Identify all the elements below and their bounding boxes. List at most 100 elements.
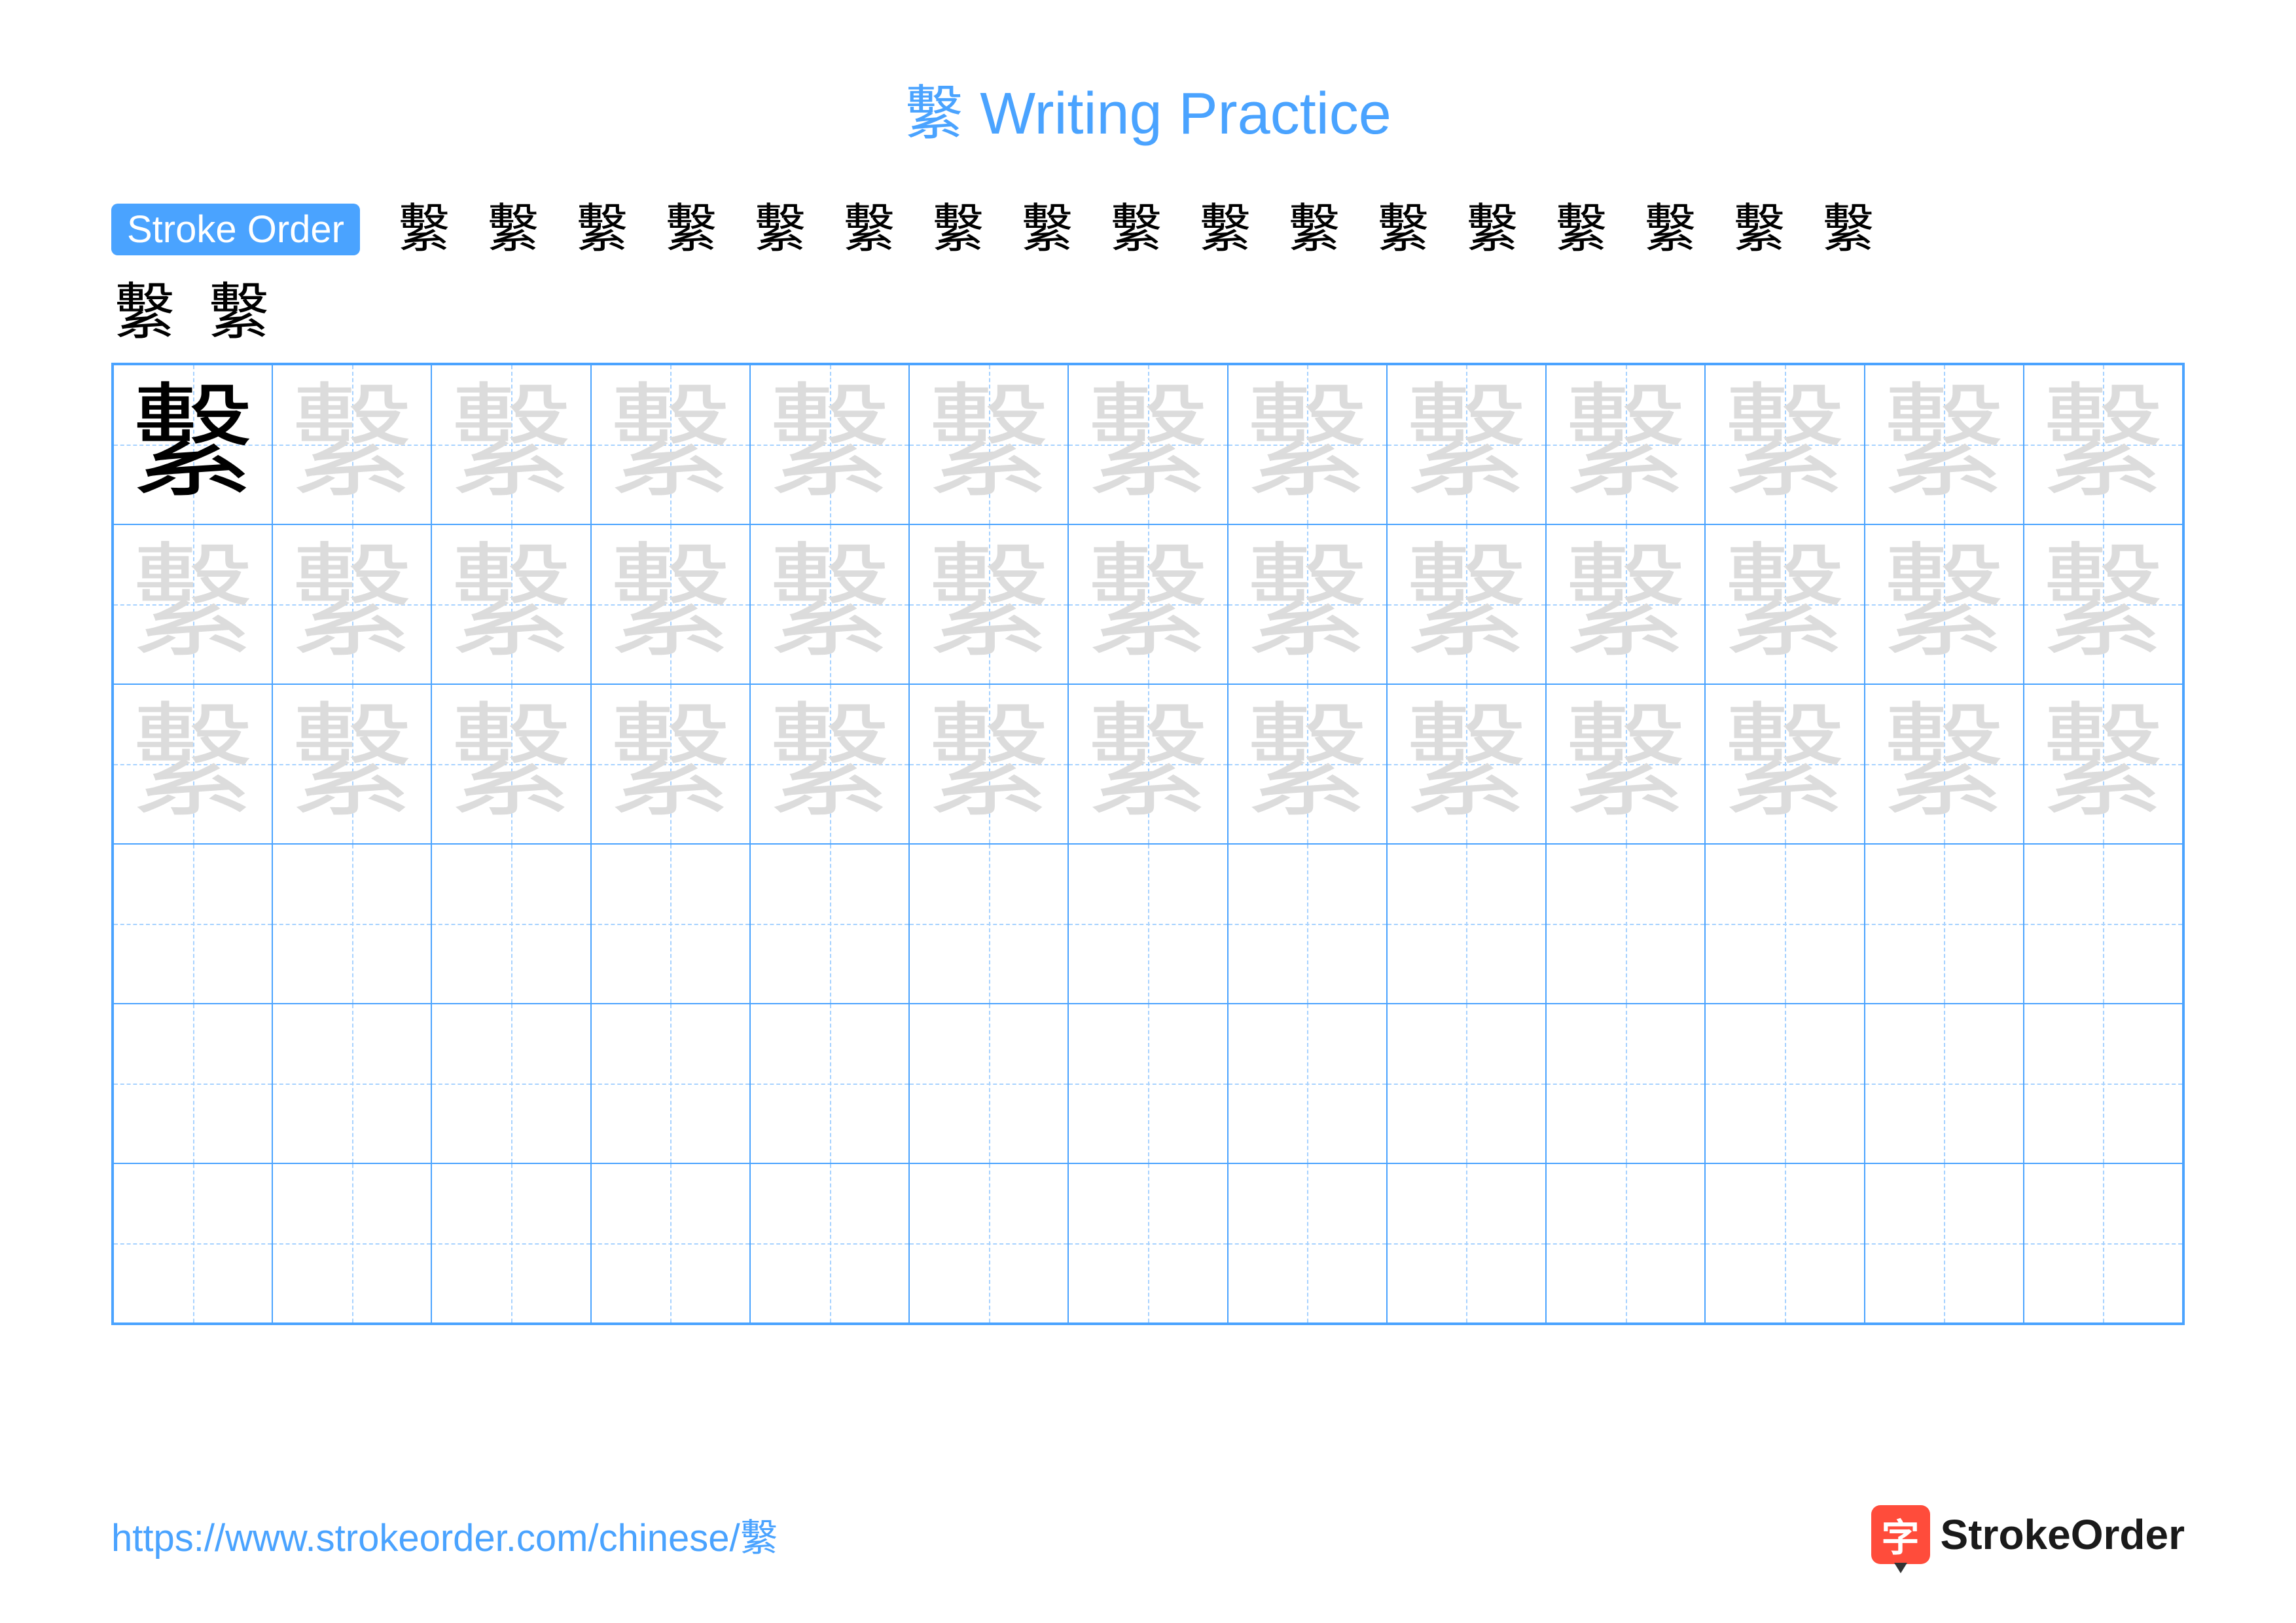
practice-character: 繫 bbox=[927, 382, 1051, 507]
grid-cell: 繫 bbox=[1546, 524, 1705, 684]
logo-icon: 字 bbox=[1871, 1505, 1930, 1564]
grid-cell: 繫 bbox=[1068, 684, 1227, 844]
practice-character: 繫 bbox=[131, 382, 255, 507]
grid-cell bbox=[750, 844, 909, 1004]
practice-character: 繫 bbox=[1404, 382, 1528, 507]
grid-cell bbox=[1546, 1163, 1705, 1323]
practice-character: 繫 bbox=[608, 542, 732, 666]
grid-cell bbox=[1865, 1004, 2024, 1163]
grid-cell bbox=[113, 844, 272, 1004]
stroke-step: 繫 bbox=[1733, 203, 1785, 255]
grid-cell: 繫 bbox=[2024, 524, 2183, 684]
grid-cell: 繫 bbox=[1228, 365, 1387, 524]
stroke-order-row-2: 繫 繫 bbox=[114, 282, 2185, 343]
grid-cell: 繫 bbox=[1705, 684, 1864, 844]
grid-cell: 繫 bbox=[1546, 684, 1705, 844]
grid-cell: 繫 bbox=[113, 524, 272, 684]
grid-cell: 繫 bbox=[750, 365, 909, 524]
grid-cell bbox=[2024, 1163, 2183, 1323]
grid-cell bbox=[1705, 844, 1864, 1004]
logo-text: StrokeOrder bbox=[1941, 1510, 2185, 1559]
grid-cell: 繫 bbox=[750, 524, 909, 684]
grid-cell: 繫 bbox=[1387, 524, 1546, 684]
grid-cell bbox=[272, 1163, 431, 1323]
grid-cell: 繫 bbox=[1865, 524, 2024, 684]
grid-cell: 繫 bbox=[1228, 524, 1387, 684]
grid-cell bbox=[113, 1163, 272, 1323]
practice-character: 繫 bbox=[290, 382, 414, 507]
practice-character: 繫 bbox=[1882, 542, 2006, 666]
practice-character: 繫 bbox=[449, 382, 573, 507]
grid-cell: 繫 bbox=[1865, 684, 2024, 844]
stroke-step: 繫 bbox=[1199, 203, 1251, 255]
grid-cell: 繫 bbox=[1068, 524, 1227, 684]
practice-character: 繫 bbox=[1245, 542, 1369, 666]
practice-character: 繫 bbox=[2041, 382, 2165, 507]
stroke-step: 繫 bbox=[114, 282, 175, 343]
practice-character: 繫 bbox=[927, 702, 1051, 826]
grid-cell: 繫 bbox=[591, 524, 750, 684]
grid-cell bbox=[909, 1004, 1068, 1163]
practice-character: 繫 bbox=[927, 542, 1051, 666]
grid-cell bbox=[2024, 844, 2183, 1004]
grid-cell bbox=[1865, 844, 2024, 1004]
grid-cell: 繫 bbox=[909, 684, 1068, 844]
grid-cell: 繫 bbox=[591, 365, 750, 524]
grid-cell: 繫 bbox=[1546, 365, 1705, 524]
grid-cell: 繫 bbox=[272, 684, 431, 844]
grid-cell: 繫 bbox=[1228, 684, 1387, 844]
grid-cell bbox=[591, 1004, 750, 1163]
grid-cell bbox=[431, 1163, 590, 1323]
practice-character: 繫 bbox=[608, 382, 732, 507]
grid-cell: 繫 bbox=[1387, 365, 1546, 524]
practice-character: 繫 bbox=[1086, 702, 1210, 826]
practice-character: 繫 bbox=[1882, 382, 2006, 507]
grid-cell bbox=[1068, 1004, 1227, 1163]
grid-cell bbox=[1228, 1163, 1387, 1323]
practice-character: 繫 bbox=[2041, 542, 2165, 666]
stroke-step: 繫 bbox=[1110, 203, 1162, 255]
practice-character: 繫 bbox=[1882, 702, 2006, 826]
grid-cell: 繫 bbox=[1865, 365, 2024, 524]
stroke-step: 繫 bbox=[843, 203, 895, 255]
grid-cell bbox=[909, 844, 1068, 1004]
stroke-step: 繫 bbox=[1822, 203, 1874, 255]
grid-cell bbox=[1387, 1163, 1546, 1323]
grid-cell bbox=[272, 1004, 431, 1163]
grid-cell: 繫 bbox=[431, 684, 590, 844]
grid-cell bbox=[1546, 844, 1705, 1004]
stroke-step: 繫 bbox=[1288, 203, 1340, 255]
grid-cell: 繫 bbox=[2024, 684, 2183, 844]
stroke-step: 繫 bbox=[665, 203, 717, 255]
stroke-step: 繫 bbox=[932, 203, 984, 255]
grid-cell bbox=[431, 1004, 590, 1163]
grid-cell bbox=[1228, 1004, 1387, 1163]
practice-character: 繫 bbox=[608, 702, 732, 826]
practice-character: 繫 bbox=[1564, 542, 1688, 666]
grid-cell bbox=[750, 1004, 909, 1163]
practice-character: 繫 bbox=[1245, 382, 1369, 507]
stroke-step: 繫 bbox=[208, 282, 270, 343]
practice-character: 繫 bbox=[768, 702, 892, 826]
stroke-step: 繫 bbox=[487, 203, 539, 255]
grid-cell: 繫 bbox=[113, 684, 272, 844]
grid-cell bbox=[1068, 1163, 1227, 1323]
practice-character: 繫 bbox=[290, 542, 414, 666]
grid-cell: 繫 bbox=[909, 524, 1068, 684]
grid-cell bbox=[1865, 1163, 2024, 1323]
grid-cell bbox=[1228, 844, 1387, 1004]
practice-character: 繫 bbox=[1564, 702, 1688, 826]
grid-cell bbox=[1705, 1004, 1864, 1163]
practice-character: 繫 bbox=[449, 702, 573, 826]
grid-cell: 繫 bbox=[431, 365, 590, 524]
logo: 字 StrokeOrder bbox=[1871, 1505, 2185, 1564]
grid-cell: 繫 bbox=[1387, 684, 1546, 844]
grid-cell bbox=[272, 844, 431, 1004]
grid-cell bbox=[1068, 844, 1227, 1004]
grid-cell bbox=[431, 844, 590, 1004]
practice-character: 繫 bbox=[2041, 702, 2165, 826]
grid-cell bbox=[1387, 844, 1546, 1004]
stroke-step: 繫 bbox=[1555, 203, 1607, 255]
grid-cell bbox=[1705, 1163, 1864, 1323]
stroke-step: 繫 bbox=[1377, 203, 1429, 255]
